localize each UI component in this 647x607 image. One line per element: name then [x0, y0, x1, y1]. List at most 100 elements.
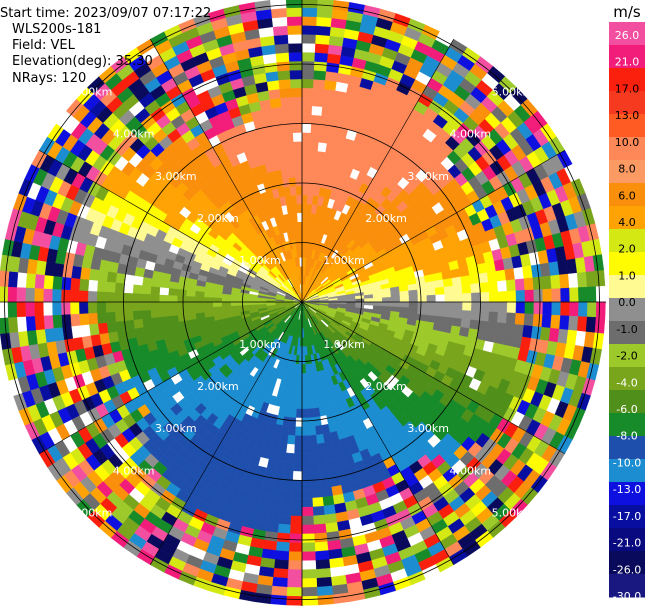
velocity-gate: [34, 315, 45, 331]
velocity-gate: [323, 504, 336, 516]
colorbar-tick-label: -30.0: [613, 590, 641, 603]
velocity-gate: [318, 460, 329, 471]
velocity-gate: [314, 541, 329, 552]
velocity-gate: [293, 141, 303, 151]
velocity-gate: [324, 79, 338, 91]
velocity-gate: [278, 514, 292, 526]
velocity-gate: [312, 505, 325, 517]
velocity-gate: [87, 279, 99, 292]
velocity-gate: [592, 254, 605, 272]
velocity-gate: [435, 301, 446, 310]
velocity-gate: [586, 301, 597, 318]
velocity-gate: [132, 292, 142, 303]
velocity-gate: [310, 123, 321, 134]
velocity-gate: [441, 270, 453, 280]
velocity-gate: [289, 185, 297, 196]
velocity-gate: [586, 286, 597, 303]
velocity-gate: [301, 203, 308, 214]
velocity-gate: [141, 293, 151, 303]
velocity-gate: [550, 274, 561, 290]
ring-label: 3.00km: [155, 170, 197, 183]
velocity-gate: [568, 272, 579, 289]
velocity-gate: [523, 277, 534, 291]
velocity-gate: [273, 559, 289, 570]
velocity-gate: [298, 248, 303, 258]
velocity-gate: [316, 576, 333, 588]
velocity-gate: [143, 325, 154, 336]
velocity-gate: [292, 123, 303, 133]
velocity-gate: [282, 177, 291, 188]
velocity-gate: [290, 78, 303, 89]
velocity-gate: [559, 273, 570, 289]
velocity-gate: [294, 158, 303, 169]
velocity-gate: [105, 281, 116, 293]
ring-label: 3.00km: [407, 170, 449, 183]
velocity-gate: [114, 301, 124, 313]
velocity-gate: [292, 212, 299, 223]
velocity-gate: [295, 176, 303, 187]
velocity-gate: [0, 317, 10, 334]
velocity-gate: [293, 150, 303, 160]
colorbar-tick-label: 4.0: [618, 216, 636, 229]
velocity-gate: [426, 294, 437, 303]
velocity-gate: [320, 115, 332, 126]
velocity-gate: [313, 523, 327, 534]
velocity-gate: [311, 479, 322, 490]
velocity-gate: [301, 69, 315, 80]
velocity-gate: [488, 301, 499, 313]
velocity-gate: [532, 313, 543, 328]
velocity-gate: [185, 301, 196, 309]
velocity-gate: [168, 287, 178, 296]
velocity-gate: [7, 316, 19, 334]
velocity-gate: [60, 289, 71, 303]
velocity-gate: [301, 515, 314, 526]
velocity-gate: [550, 314, 561, 330]
velocity-gate: [506, 301, 517, 314]
velocity-gate: [43, 274, 54, 290]
velocity-gate: [301, 0, 319, 9]
ring-label: 3.00km: [407, 422, 449, 435]
velocity-gate: [471, 301, 481, 312]
velocity-gate: [522, 325, 534, 339]
velocity-gate: [506, 290, 517, 303]
velocity-gate: [308, 434, 318, 445]
velocity-gate: [291, 497, 303, 508]
velocity-gate: [315, 559, 331, 570]
velocity-gate: [373, 297, 383, 303]
velocity-gate: [97, 269, 109, 282]
velocity-gate: [311, 105, 323, 116]
velocity-gate: [458, 266, 470, 278]
velocity-gate: [285, 150, 295, 161]
ring-label: 4.00km: [450, 464, 492, 477]
velocity-gate: [168, 314, 179, 324]
velocity-gate: [105, 301, 116, 313]
velocity-gate: [158, 294, 169, 303]
velocity-gate: [513, 324, 525, 338]
ring-label: 5.00km: [71, 506, 113, 519]
velocity-gate: [461, 310, 472, 320]
velocity-gate: [266, 79, 280, 91]
velocity-gate: [470, 283, 481, 294]
velocity-gate: [317, 594, 334, 606]
velocity-gate: [497, 312, 508, 324]
velocity-gate: [114, 311, 125, 322]
velocity-gate: [301, 60, 315, 71]
velocity-gate: [186, 312, 197, 321]
velocity-gate: [34, 301, 44, 317]
velocity-gate: [273, 34, 289, 45]
velocity-gate: [298, 239, 303, 249]
velocity-gate: [346, 298, 356, 303]
velocity-gate: [177, 313, 188, 322]
velocity-gate: [316, 442, 326, 454]
velocity-gate: [324, 513, 338, 525]
velocity-gate: [294, 435, 303, 446]
velocity-gate: [283, 186, 292, 197]
velocity-gate: [315, 568, 332, 579]
velocity-gate: [167, 301, 178, 310]
velocity-gate: [533, 301, 544, 315]
velocity-gate: [495, 322, 507, 335]
velocity-gate: [288, 551, 303, 562]
velocity-gate: [522, 265, 534, 279]
velocity-gate: [442, 278, 454, 288]
velocity-gate: [523, 313, 534, 327]
